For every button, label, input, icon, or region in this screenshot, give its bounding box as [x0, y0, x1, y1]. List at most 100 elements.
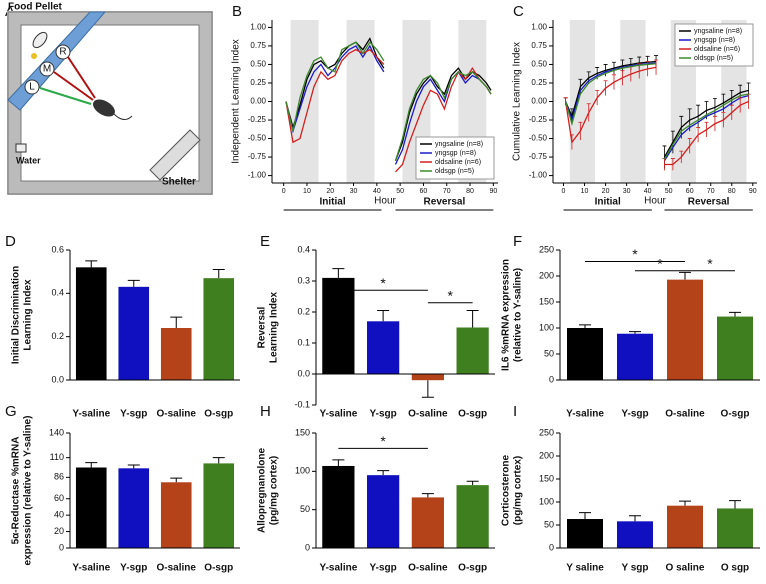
y-tick-label: 0.75 — [250, 41, 266, 50]
x-tick-label: 30 — [350, 188, 358, 195]
panel-letter: E — [260, 233, 270, 250]
panel-letter: C — [513, 3, 524, 20]
x-tick-label: 40 — [644, 188, 652, 195]
error-bar — [654, 59, 659, 75]
error-bar — [377, 309, 390, 322]
error-bar — [611, 74, 616, 90]
error-bar — [637, 63, 642, 79]
shelter — [149, 129, 201, 181]
error-bar — [611, 61, 616, 75]
y-axis-label: (pg/mg cortex) — [513, 456, 524, 525]
y-tick-label: 1.00 — [250, 23, 266, 32]
bar — [411, 497, 444, 548]
series-line — [285, 48, 492, 173]
y-tick-label: 150 — [539, 473, 554, 483]
arrows — [39, 56, 96, 105]
y-axis-label: Cumulative Learning Index — [512, 42, 523, 161]
y-tick-label: 0.4 — [51, 288, 64, 298]
x-tick-label: 30 — [623, 188, 631, 195]
error-bar — [579, 324, 591, 328]
label: Shelter — [162, 177, 196, 188]
x-tick-label: 20 — [602, 188, 610, 195]
panel-letter: F — [513, 233, 522, 250]
panel-letter: B — [232, 3, 242, 20]
y-tick-label: 0.3 — [297, 275, 310, 285]
error-bar — [670, 158, 675, 171]
bar — [367, 475, 400, 548]
y-tick-label: 100 — [539, 322, 554, 332]
error-bar — [377, 470, 390, 476]
x-tick-label: Y-saline — [319, 409, 357, 420]
legend-label: oldsgp (n=5) — [435, 168, 474, 175]
x-tick-label: O-sgp — [458, 563, 487, 574]
error-bar — [679, 500, 691, 506]
significance-label: * — [380, 433, 386, 449]
y-axis-label: Learning Index — [269, 292, 280, 364]
error-bar — [85, 260, 98, 268]
error-bar — [696, 127, 701, 143]
y-tick-label: 20 — [54, 526, 64, 536]
error-bar — [712, 115, 717, 132]
bar — [203, 278, 235, 380]
y-tick-label: 200 — [539, 450, 554, 460]
error-bar — [332, 268, 345, 278]
bar — [118, 468, 150, 548]
error-bar — [620, 69, 625, 86]
y-tick-label: 0.50 — [531, 60, 547, 69]
y-tick-label: 0 — [59, 542, 64, 552]
y-axis-label: (pg/mg cortex) — [269, 456, 280, 525]
water-bottle — [15, 143, 27, 153]
arena-outline — [7, 11, 213, 195]
y-tick-label: 0.4 — [297, 244, 310, 254]
error-bar — [670, 130, 675, 154]
y-tick-label: 0.75 — [531, 41, 547, 50]
bar — [667, 279, 703, 380]
significance-label: * — [657, 256, 663, 272]
x-tick-label: O-saline — [157, 563, 197, 574]
y-tick-label: 0.0 — [51, 374, 64, 384]
error-bar — [704, 121, 709, 138]
bar — [456, 485, 489, 548]
x-tick-label: O sgp — [721, 563, 749, 574]
x-tick-label: Y sgp — [621, 563, 648, 574]
y-tick-label: 0.25 — [250, 78, 266, 87]
y-tick-label: -0.75 — [529, 152, 548, 161]
legend-box — [674, 23, 754, 67]
x-tick-label: 70 — [443, 188, 451, 195]
error-bar — [696, 104, 701, 128]
error-bar — [620, 59, 625, 72]
bar — [160, 328, 192, 380]
x-tick-label: 40 — [373, 188, 381, 195]
y-tick-label: 0.00 — [250, 97, 266, 106]
y-tick-label: 50 — [544, 519, 554, 529]
y-tick-label: -1.00 — [248, 171, 267, 180]
shaded-period — [290, 20, 319, 183]
x-tick-label: 80 — [728, 188, 736, 195]
x-tick-label: Y saline — [566, 563, 604, 574]
y-axis-label: Learning Index — [23, 279, 34, 351]
y-tick-label: -1.00 — [529, 171, 548, 180]
x-tick-label: 80 — [466, 188, 474, 195]
panel-letter: H — [260, 403, 271, 420]
error-bar — [85, 462, 98, 468]
panel-a: A R M L Food Pellet Water Shelter — [5, 2, 213, 195]
y-axis-label: Allopregnanolone — [257, 448, 268, 533]
panel: I Corticosterone (pg/mg cortex) 0 50 100 150 20… — [501, 403, 760, 574]
panel: G 5α-Reductase %mRNA expression (relative … — [5, 403, 240, 574]
y-tick-label: -0.50 — [248, 134, 267, 143]
port-label: M — [43, 64, 51, 75]
x-tick-label: Y-saline — [72, 563, 110, 574]
panel: E Reversal Learning Index -0.1 0.0 0.1 0.2 0.3 0… — [257, 233, 495, 420]
y-tick-label: -0.1 — [294, 399, 310, 409]
label: Food Pellet — [8, 2, 63, 13]
panel-letter: G — [5, 403, 17, 420]
legend-label: yngsgp (n=8) — [435, 150, 476, 157]
y-tick-label: 150 — [295, 427, 310, 437]
x-tick-label: O-saline — [157, 409, 197, 420]
x-tick-label: 70 — [707, 188, 715, 195]
mouse-tail — [113, 113, 133, 120]
error-bar — [629, 515, 641, 522]
error-bar — [687, 138, 692, 154]
y-tick-label: 0.6 — [51, 244, 64, 254]
